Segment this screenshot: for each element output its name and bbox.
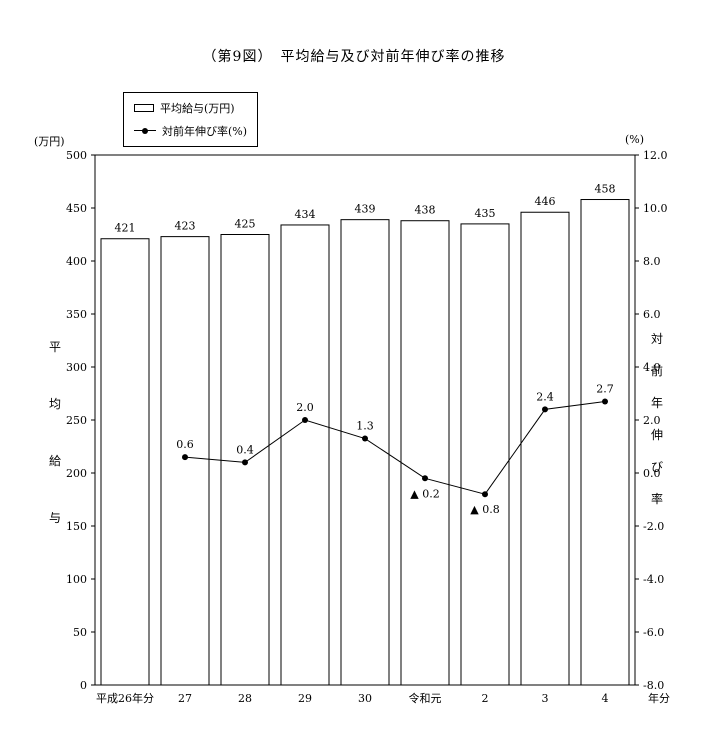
salary-bars [100,199,630,686]
svg-text:100: 100 [66,573,87,586]
growth-line [182,398,608,498]
salary-bar [340,219,390,686]
line-point [182,454,188,461]
svg-text:27: 27 [178,692,192,705]
svg-text:4.0: 4.0 [643,361,661,374]
svg-text:12.0: 12.0 [643,149,668,162]
value-labels: 421 423 425 434 439 438 435 446 458 0.6 0.4 2.0 1.3 ▲… [115,183,616,517]
svg-text:28: 28 [238,692,252,705]
legend-entry-growth: 対前年伸び率(%) [134,123,247,139]
svg-text:3: 3 [542,692,549,705]
svg-text:0.0: 0.0 [643,467,661,480]
svg-text:0.6: 0.6 [176,438,194,451]
bar-swatch-icon [134,104,154,112]
salary-bar [280,224,330,686]
salary-bar [520,211,570,686]
svg-text:0.4: 0.4 [236,443,254,456]
svg-text:2.4: 2.4 [536,390,554,403]
salary-bar [400,220,450,686]
svg-text:200: 200 [66,467,87,480]
svg-text:-4.0: -4.0 [643,573,664,586]
axis-tick-labels: 0 50 100 150 200 250 300 350 400 450 500 -8.0 -6.0 -4… [66,149,670,705]
left-axis-title: 平均給与 [49,340,62,525]
right-axis-unit: (%) [625,133,645,146]
left-axis-unit: (万円) [34,135,65,148]
svg-text:8.0: 8.0 [643,255,661,268]
line-point [422,475,428,482]
svg-text:400: 400 [66,255,87,268]
svg-text:450: 450 [66,202,87,215]
legend-box: 平均給与(万円) 対前年伸び率(%) [123,92,259,147]
svg-text:439: 439 [355,203,376,216]
svg-text:29: 29 [298,692,312,705]
line-point [362,435,368,442]
svg-text:423: 423 [175,220,196,233]
svg-text:300: 300 [66,361,87,374]
chart-title: （第9図） 平均給与及び対前年伸び率の推移 [202,49,506,65]
svg-text:50: 50 [73,626,87,639]
svg-text:350: 350 [66,308,87,321]
svg-text:250: 250 [66,414,87,427]
svg-text:421: 421 [115,222,136,235]
svg-text:-6.0: -6.0 [643,626,664,639]
svg-text:6.0: 6.0 [643,308,661,321]
right-axis-title: 対前年伸び率 [651,332,664,506]
svg-text:150: 150 [66,520,87,533]
svg-text:2.7: 2.7 [596,382,614,395]
salary-bar [100,238,150,686]
svg-text:2: 2 [482,692,489,705]
svg-text:10.0: 10.0 [643,202,668,215]
svg-text:-2.0: -2.0 [643,520,664,533]
salary-bar [580,199,630,686]
svg-text:1.3: 1.3 [356,420,374,433]
svg-text:平成26年分: 平成26年分 [96,691,154,705]
svg-text:▲ 0.8: ▲ 0.8 [470,503,499,516]
svg-text:434: 434 [295,208,316,221]
salary-bar [460,223,510,686]
legend-bar-label: 平均給与(万円) [160,102,235,115]
legend-entry-salary: 平均給与(万円) [134,100,247,116]
line-point [482,491,488,498]
svg-text:500: 500 [66,149,87,162]
svg-text:435: 435 [475,207,496,220]
line-point [242,459,248,466]
svg-text:0: 0 [80,679,87,692]
svg-text:446: 446 [535,195,556,208]
svg-text:年分: 年分 [648,691,670,705]
svg-text:4: 4 [602,692,609,705]
svg-text:▲ 0.2: ▲ 0.2 [410,487,439,500]
svg-text:458: 458 [595,183,616,196]
svg-text:令和元: 令和元 [409,691,442,705]
svg-text:2.0: 2.0 [643,414,661,427]
svg-text:438: 438 [415,204,436,217]
svg-text:30: 30 [358,692,372,705]
line-point [602,398,608,405]
line-point [302,417,308,423]
svg-text:-8.0: -8.0 [643,679,664,692]
line-point [542,406,548,413]
salary-bar [160,236,210,686]
legend-line-label: 対前年伸び率(%) [162,125,248,138]
svg-text:2.0: 2.0 [296,401,314,414]
svg-text:425: 425 [235,218,256,231]
line-marker-icon [134,127,156,135]
axes [91,154,639,686]
